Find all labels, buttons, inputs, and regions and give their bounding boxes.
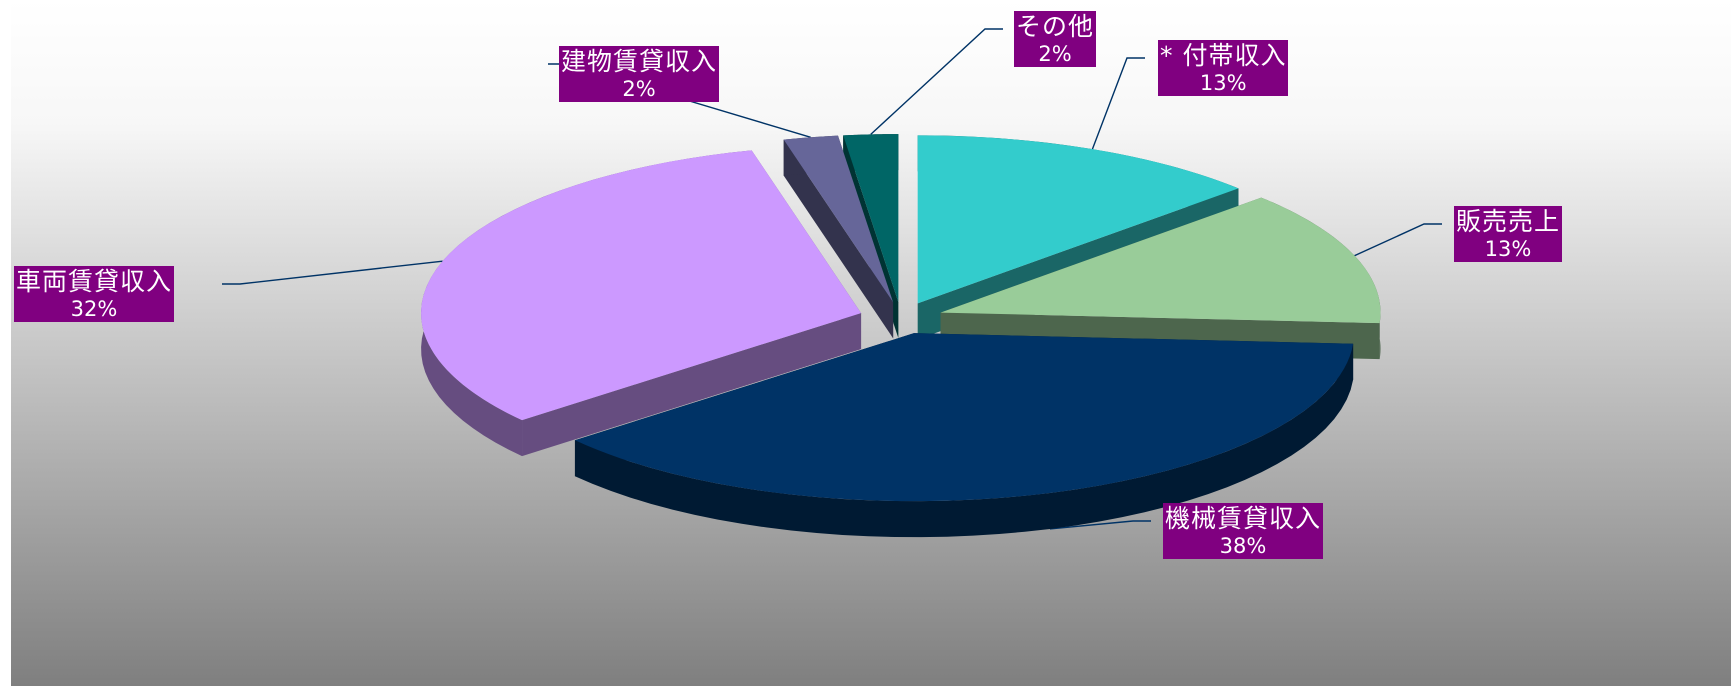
slice-wall bbox=[522, 313, 862, 457]
slice-name: 販売売上 bbox=[1456, 207, 1561, 236]
slice-top bbox=[783, 135, 894, 303]
slice-percent: 13% bbox=[1199, 71, 1247, 95]
slice-wall bbox=[783, 139, 894, 339]
slice-percent: 13% bbox=[1484, 237, 1532, 261]
slice-top bbox=[940, 197, 1381, 324]
pie-chart bbox=[11, 0, 1731, 686]
slice-percent: 32% bbox=[70, 297, 118, 321]
leader-line bbox=[1091, 57, 1145, 150]
slice-top bbox=[421, 150, 862, 421]
slice-rim bbox=[574, 343, 1354, 538]
slice-name: 機械賃貸収入 bbox=[1165, 504, 1322, 533]
data-label: 車両賃貸収入 32% bbox=[14, 266, 175, 322]
data-label: * 付帯収入 13% bbox=[1158, 40, 1289, 96]
pie-slices bbox=[421, 134, 1381, 538]
data-label: その他 2% bbox=[1014, 11, 1097, 67]
leader-line bbox=[1354, 223, 1442, 257]
leader-line bbox=[222, 260, 443, 285]
data-label: 機械賃貸収入 38% bbox=[1163, 503, 1324, 559]
slice-top bbox=[574, 333, 1354, 502]
chart-background bbox=[11, 0, 1731, 686]
slice-percent: 2% bbox=[1038, 42, 1072, 66]
slice-percent: 38% bbox=[1219, 534, 1267, 558]
slice-percent: 2% bbox=[622, 77, 656, 101]
slice-top bbox=[843, 134, 899, 303]
slice-name: 車両賃貸収入 bbox=[16, 267, 173, 296]
chart-area: * 付帯収入 13% 販売売上 13% 機械賃貸収入 38% 車両賃貸収入 32… bbox=[11, 0, 1731, 686]
data-label: 建物賃貸収入 2% bbox=[559, 46, 720, 102]
slice-name: その他 bbox=[1016, 12, 1095, 41]
slice-top bbox=[917, 135, 1239, 304]
data-label: 販売売上 13% bbox=[1454, 206, 1563, 262]
leader-line bbox=[870, 28, 1003, 135]
leader-line bbox=[1049, 520, 1151, 530]
slice-name: * 付帯収入 bbox=[1160, 41, 1287, 70]
slice-name: 建物賃貸収入 bbox=[561, 47, 718, 76]
